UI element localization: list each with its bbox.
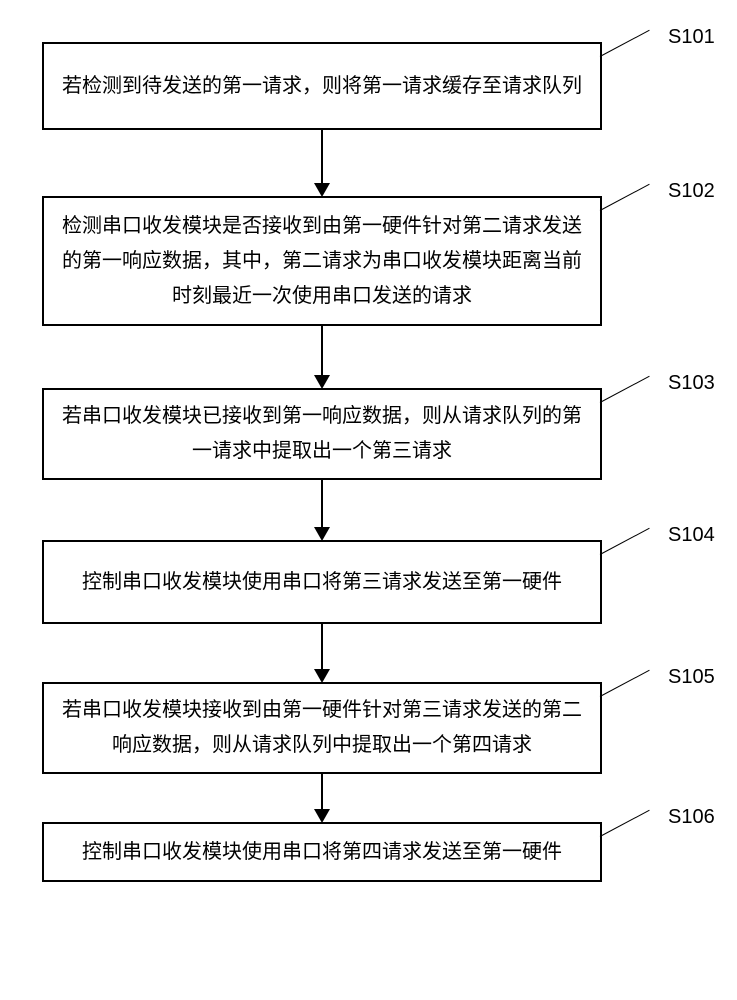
flow-step-text: 控制串口收发模块使用串口将第四请求发送至第一硬件 xyxy=(82,835,562,870)
leader-line xyxy=(600,184,650,211)
flow-step-box: 若检测到待发送的第一请求，则将第一请求缓存至请求队列 xyxy=(42,42,602,130)
step-label: S101 xyxy=(668,26,715,49)
flow-step-text: 检测串口收发模块是否接收到由第一硬件针对第二请求发送的第一响应数据，其中，第二请… xyxy=(62,209,582,314)
leader-line xyxy=(600,528,650,555)
flow-step-text: 若串口收发模块接收到由第一硬件针对第三请求发送的第二响应数据，则从请求队列中提取… xyxy=(62,693,582,763)
arrow-head-icon xyxy=(314,809,330,823)
flow-arrow xyxy=(42,624,602,682)
flow-arrow xyxy=(42,774,602,822)
arrow-head-icon xyxy=(314,375,330,389)
flow-step-text: 若检测到待发送的第一请求，则将第一请求缓存至请求队列 xyxy=(62,69,582,104)
flow-step-text: 控制串口收发模块使用串口将第三请求发送至第一硬件 xyxy=(82,565,562,600)
step-label: S103 xyxy=(668,372,715,395)
flow-arrow xyxy=(42,480,602,540)
step-label: S104 xyxy=(668,524,715,547)
flow-step-box: 检测串口收发模块是否接收到由第一硬件针对第二请求发送的第一响应数据，其中，第二请… xyxy=(42,196,602,326)
flowchart-container: 若检测到待发送的第一请求，则将第一请求缓存至请求队列S101检测串口收发模块是否… xyxy=(42,42,682,882)
flow-step-box: 控制串口收发模块使用串口将第三请求发送至第一硬件 xyxy=(42,540,602,624)
arrow-head-icon xyxy=(314,669,330,683)
step-label: S102 xyxy=(668,180,715,203)
flow-step-box: 若串口收发模块已接收到第一响应数据，则从请求队列的第一请求中提取出一个第三请求 xyxy=(42,388,602,480)
step-label: S106 xyxy=(668,806,715,829)
flow-arrow xyxy=(42,326,602,388)
flow-step-text: 若串口收发模块已接收到第一响应数据，则从请求队列的第一请求中提取出一个第三请求 xyxy=(62,399,582,469)
arrow-head-icon xyxy=(314,183,330,197)
flow-arrow xyxy=(42,130,602,196)
flow-step-box: 控制串口收发模块使用串口将第四请求发送至第一硬件 xyxy=(42,822,602,882)
leader-line xyxy=(600,376,650,403)
flow-step-box: 若串口收发模块接收到由第一硬件针对第三请求发送的第二响应数据，则从请求队列中提取… xyxy=(42,682,602,774)
arrow-head-icon xyxy=(314,527,330,541)
leader-line xyxy=(600,670,650,697)
leader-line xyxy=(600,30,650,57)
step-label: S105 xyxy=(668,666,715,689)
leader-line xyxy=(600,810,650,837)
